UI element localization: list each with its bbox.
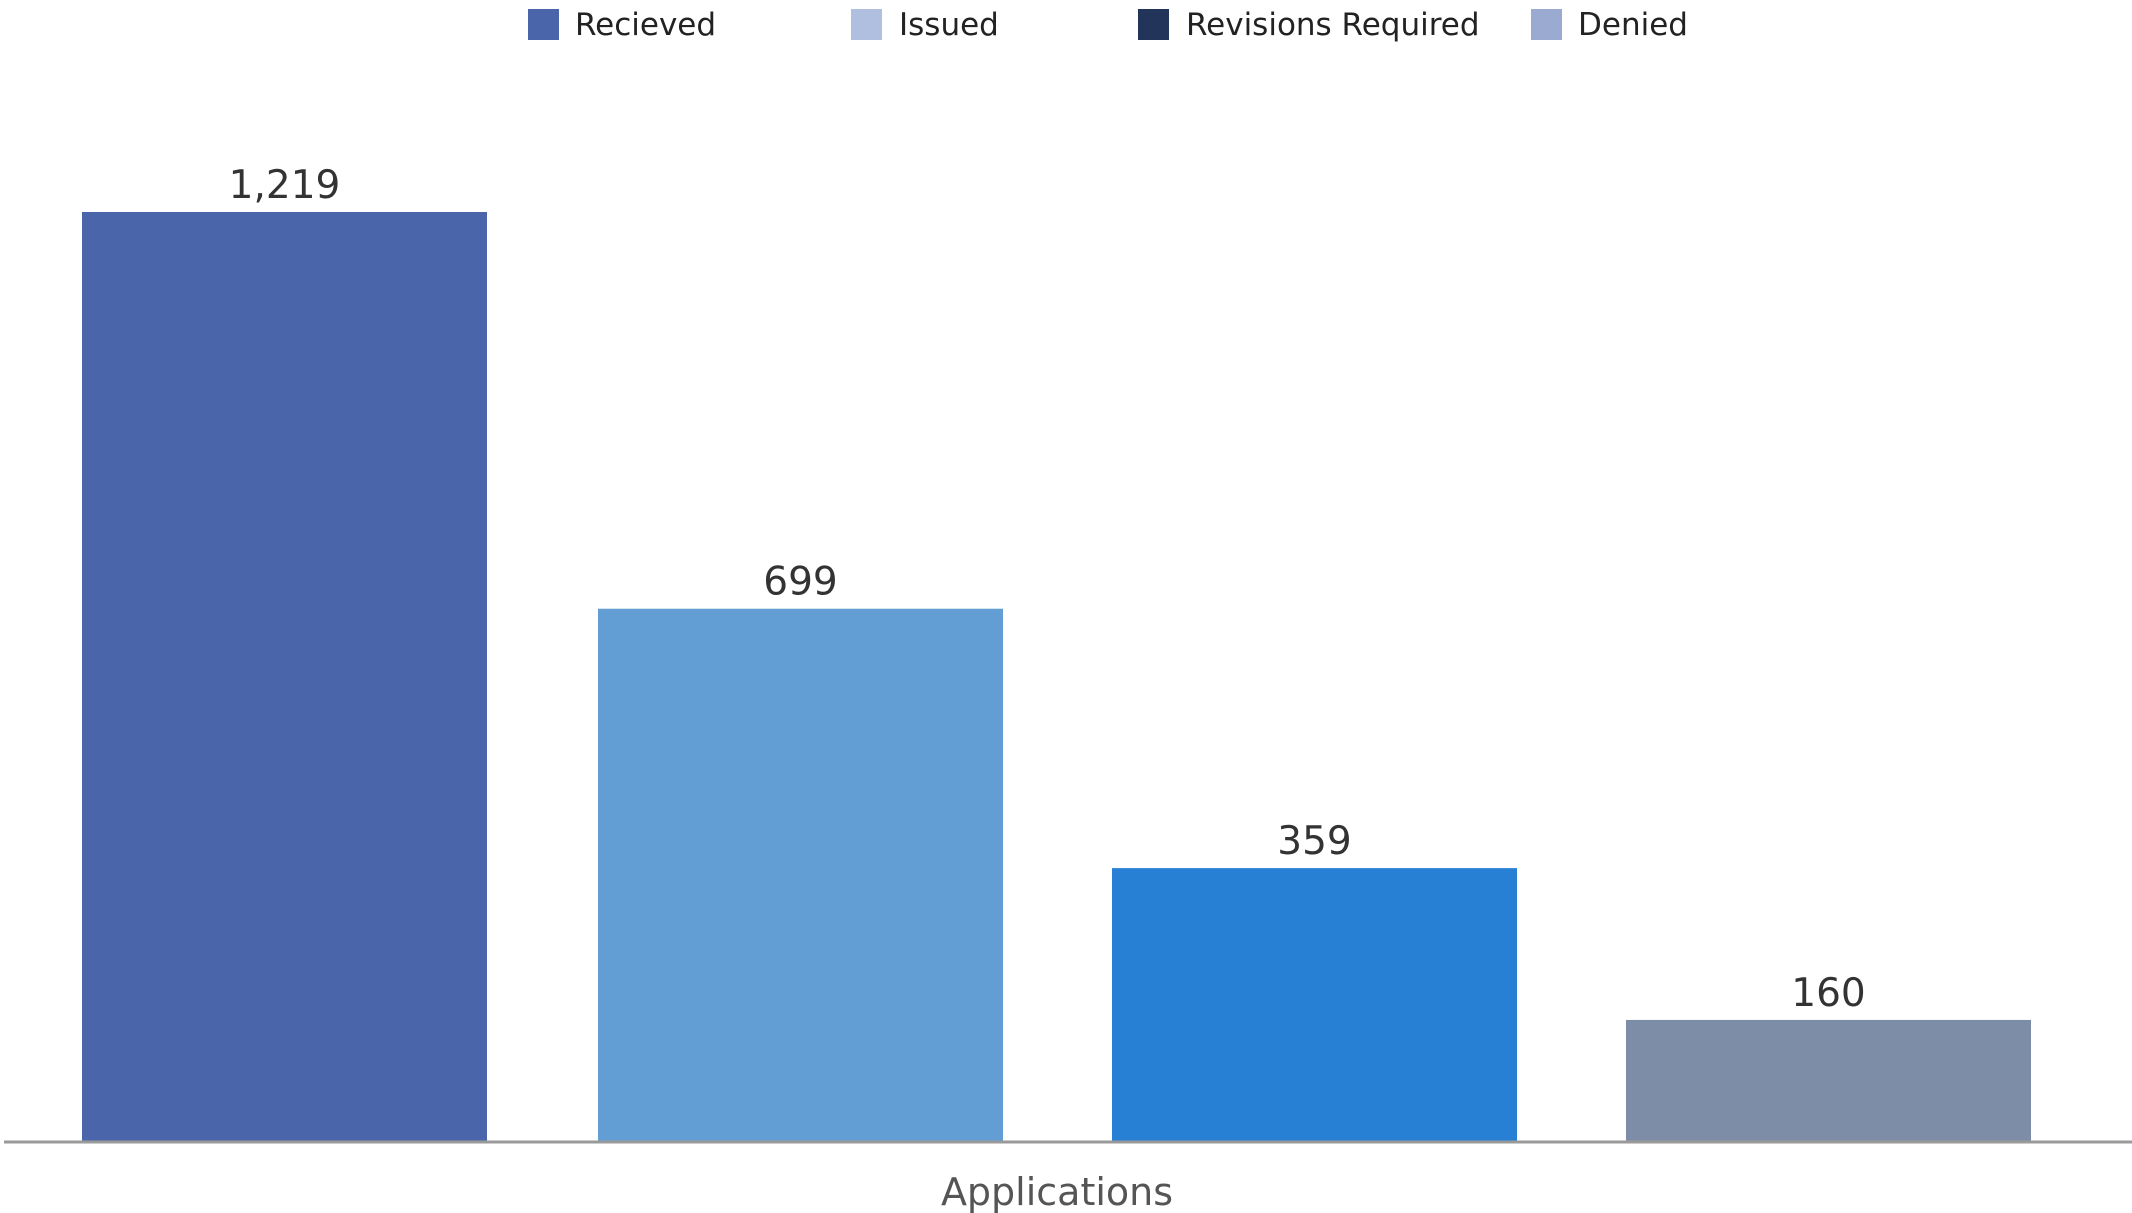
bars-group <box>82 212 2031 1142</box>
bar-issued <box>598 608 1003 1142</box>
value-label-recieved: 1,219 <box>229 163 341 208</box>
legend-swatch-revisions-required <box>1138 9 1169 40</box>
legend-label-revisions-required: Revisions Required <box>1186 7 1480 43</box>
value-label-issued: 699 <box>763 560 837 605</box>
legend-swatch-issued <box>851 9 882 40</box>
legend-swatch-denied <box>1531 9 1562 40</box>
legend-label-issued: Issued <box>899 7 999 43</box>
value-labels-group: 1,219 699 359 160 <box>229 163 1866 1016</box>
value-label-denied: 160 <box>1791 971 1865 1016</box>
legend-swatch-recieved <box>528 9 559 40</box>
bar-revisions-required <box>1112 868 1517 1142</box>
legend-label-recieved: Recieved <box>575 7 716 43</box>
legend-label-denied: Denied <box>1578 7 1688 43</box>
value-label-revisions-required: 359 <box>1277 819 1351 864</box>
x-axis-label: Applications <box>941 1170 1173 1213</box>
legend: Recieved Issued Revisions Required Denied <box>528 7 1688 43</box>
bar-recieved <box>82 212 487 1142</box>
bar-denied <box>1626 1019 2031 1142</box>
